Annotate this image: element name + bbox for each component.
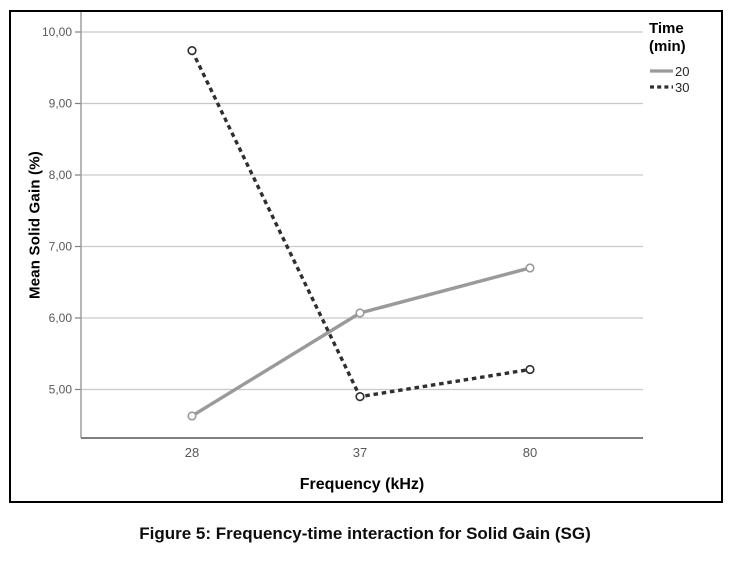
legend-item-20: 20 [649, 63, 719, 79]
data-point-20-28 [187, 411, 197, 421]
legend-title-line1: Time [649, 20, 684, 37]
y-tick-label: 9,00 [49, 97, 73, 111]
y-tick-label: 5,00 [49, 383, 73, 397]
x-axis-title: Frequency (kHz) [299, 476, 425, 493]
y-axis-title: Mean Solid Gain (%) [26, 151, 44, 299]
data-point-20-37 [355, 308, 365, 318]
x-tick-label: 80 [523, 445, 537, 460]
legend-swatch-solid-line [650, 69, 673, 73]
x-tick-label: 28 [185, 445, 199, 460]
data-point-30-37 [355, 392, 365, 402]
figure-caption: Figure 5: Frequency-time interaction for… [139, 524, 591, 543]
y-tick-label: 7,00 [49, 240, 73, 254]
y-tick-label: 6,00 [49, 311, 73, 325]
data-point-20-80 [525, 263, 535, 273]
data-point-30-80 [525, 364, 535, 375]
series-line-30 [190, 49, 531, 399]
legend-item-label: 30 [675, 79, 690, 95]
legend: Time (min) 20 30 [649, 20, 719, 95]
chart-figure: 10,00 9,00 8,00 7,00 6,00 5,00 28 37 80 Mean Sol… [9, 10, 723, 503]
x-tick-label: 37 [353, 445, 367, 460]
y-tick-label: 10,00 [42, 25, 72, 39]
legend-swatch-dashed-line [650, 85, 673, 89]
legend-items: 20 30 [649, 63, 719, 95]
data-point-30-28 [187, 45, 197, 56]
legend-title: Time (min) [649, 20, 719, 56]
interaction-plot-canvas: 10,00 9,00 8,00 7,00 6,00 5,00 28 37 80 [42, 12, 643, 460]
legend-item-30: 30 [649, 79, 719, 95]
legend-title-line2: (min) [649, 38, 686, 55]
legend-item-label: 20 [675, 63, 690, 79]
y-tick-label: 8,00 [49, 168, 73, 182]
